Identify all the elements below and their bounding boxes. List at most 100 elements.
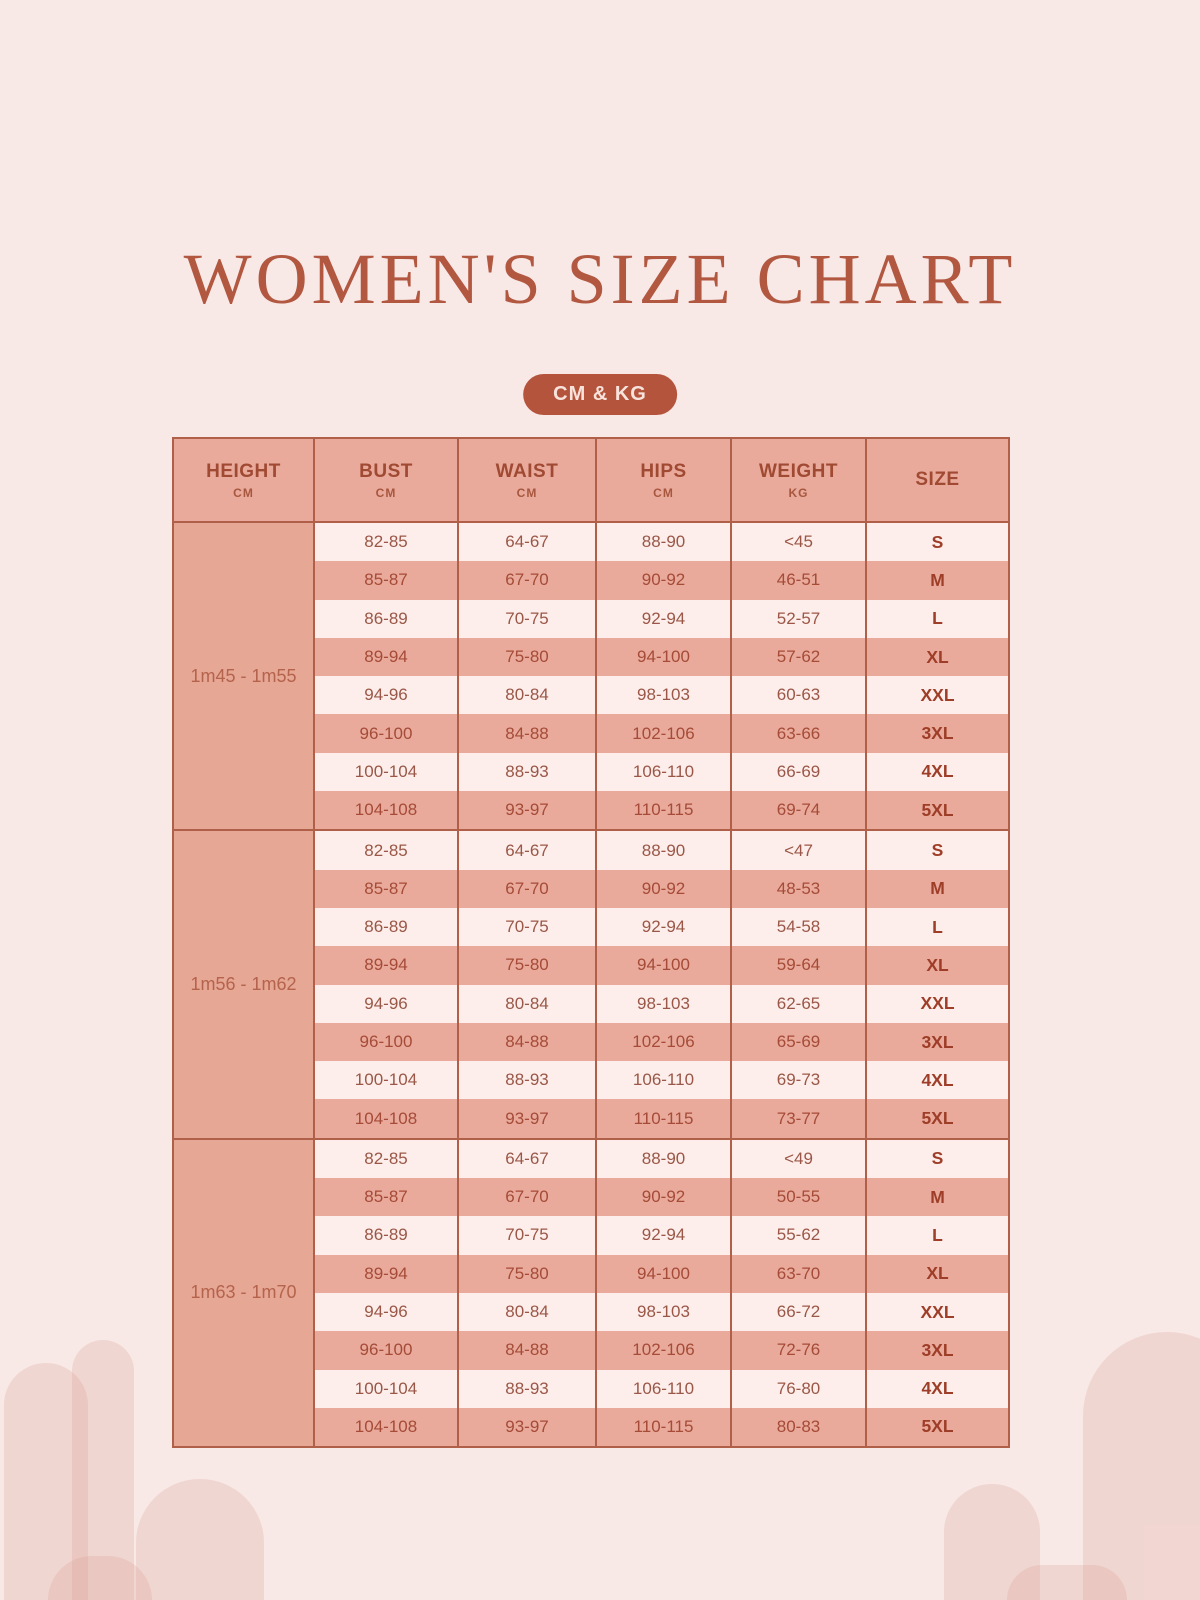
waist-cell: 75-80 [457,946,596,985]
waist-cell: 70-75 [457,599,596,638]
hips-cell: 102-106 [595,714,731,753]
weight-cell: 62-65 [730,984,866,1023]
bust-cell: 96-100 [313,1331,458,1370]
weight-cell: 69-73 [730,1061,866,1100]
weight-cell: 66-72 [730,1292,866,1332]
size-row: 85-87 67-70 90-92 46-51 M [173,561,1009,600]
decor-arch-icon [944,1484,1040,1600]
weight-cell: 60-63 [730,676,866,715]
size-row: 85-87 67-70 90-92 50-55 M [173,1178,1009,1217]
waist-cell: 88-93 [457,752,596,792]
waist-cell: 70-75 [457,1216,596,1255]
column-header-height: HEIGHT CM [172,438,314,523]
size-cell: S [865,829,1009,870]
size-row: 1m45 - 1m55 82-85 64-67 88-90 <45 S [172,520,1009,831]
hips-cell: 88-90 [595,520,731,562]
decor-arch-icon [1083,1332,1200,1600]
hips-cell: 90-92 [595,1178,731,1217]
hips-cell: 102-106 [595,1331,731,1370]
bust-cell: 104-108 [313,1407,458,1448]
hips-cell: 94-100 [595,946,731,985]
size-cell: XL [865,637,1009,677]
size-cell: S [865,1137,1009,1179]
size-row: 104-108 93-97 110-115 69-74 5XL [173,791,1009,831]
size-cell: M [865,1178,1009,1217]
weight-cell: <49 [730,1137,866,1179]
size-row: 86-89 70-75 92-94 52-57 L [173,599,1009,638]
column-unit: CM [375,485,397,500]
hips-cell: 94-100 [595,1254,731,1293]
waist-cell: 64-67 [457,1137,596,1179]
hips-cell: 90-92 [595,869,731,908]
hips-cell: 106-110 [595,752,731,792]
hips-cell: 110-115 [595,1407,731,1448]
waist-cell: 67-70 [457,869,596,908]
bust-cell: 94-96 [313,1292,458,1332]
column-label: HIPS [640,460,687,482]
bust-cell: 100-104 [313,1369,458,1408]
size-cell: 4XL [865,752,1009,792]
size-row: 100-104 88-93 106-110 76-80 4XL [173,1369,1009,1408]
column-label: WAIST [495,460,559,482]
hips-cell: 110-115 [595,1099,731,1139]
bust-cell: 104-108 [313,791,458,831]
waist-cell: 84-88 [457,1331,596,1370]
size-cell: L [865,907,1009,947]
size-cell: XL [865,946,1009,985]
hips-cell: 98-103 [595,1292,731,1332]
size-cell: 3XL [865,1331,1009,1370]
weight-cell: 48-53 [730,869,866,908]
hips-cell: 94-100 [595,637,731,677]
bust-cell: 96-100 [313,714,458,753]
bust-cell: 82-85 [313,829,458,870]
weight-cell: 57-62 [730,637,866,677]
size-cell: 5XL [865,791,1009,831]
hips-cell: 110-115 [595,791,731,831]
waist-cell: 88-93 [457,1061,596,1100]
weight-cell: 59-64 [730,946,866,985]
waist-cell: 93-97 [457,1407,596,1448]
waist-cell: 84-88 [457,714,596,753]
size-cell: 5XL [865,1099,1009,1139]
size-row: 94-96 80-84 98-103 62-65 XXL [173,984,1009,1023]
size-row: 89-94 75-80 94-100 63-70 XL [173,1254,1009,1293]
column-header-hips: HIPS CM [595,438,731,523]
weight-cell: 46-51 [730,561,866,600]
hips-cell: 98-103 [595,984,731,1023]
bust-cell: 85-87 [313,1178,458,1217]
weight-cell: 69-74 [730,791,866,831]
hips-cell: 92-94 [595,1216,731,1255]
bust-cell: 86-89 [313,599,458,638]
weight-cell: <47 [730,829,866,870]
size-cell: L [865,1216,1009,1255]
bust-cell: 85-87 [313,561,458,600]
column-label: BUST [359,460,413,482]
decor-arch-icon [4,1363,88,1600]
hips-cell: 88-90 [595,829,731,870]
bust-cell: 96-100 [313,1022,458,1062]
hips-cell: 102-106 [595,1022,731,1062]
waist-cell: 93-97 [457,1099,596,1139]
size-row: 94-96 80-84 98-103 66-72 XXL [173,1292,1009,1332]
hips-cell: 92-94 [595,599,731,638]
hips-cell: 106-110 [595,1061,731,1100]
size-row: 1m56 - 1m62 82-85 64-67 88-90 <47 S [172,829,1009,1139]
size-row: 96-100 84-88 102-106 65-69 3XL [173,1022,1009,1062]
bust-cell: 94-96 [313,676,458,715]
size-row: 89-94 75-80 94-100 59-64 XL [173,946,1009,985]
size-cell: 5XL [865,1407,1009,1448]
waist-cell: 88-93 [457,1369,596,1408]
column-header-bust: BUST CM [313,438,458,523]
height-range-cell: 1m45 - 1m55 [172,520,314,831]
units-badge: CM & KG [523,374,677,415]
page-title: WOMEN'S SIZE CHART [183,239,1017,319]
bust-cell: 100-104 [313,1061,458,1100]
size-chart-table: HEIGHT CM BUST CM WAIST CM HIPS CM WEIGHT KG SIZE … [172,437,1010,1449]
size-row: 89-94 75-80 94-100 57-62 XL [173,637,1009,677]
hips-cell: 92-94 [595,907,731,947]
size-row: 100-104 88-93 106-110 66-69 4XL [173,752,1009,792]
weight-cell: 76-80 [730,1369,866,1408]
bust-cell: 85-87 [313,869,458,908]
height-range-cell: 1m56 - 1m62 [172,829,314,1139]
weight-cell: 63-66 [730,714,866,753]
